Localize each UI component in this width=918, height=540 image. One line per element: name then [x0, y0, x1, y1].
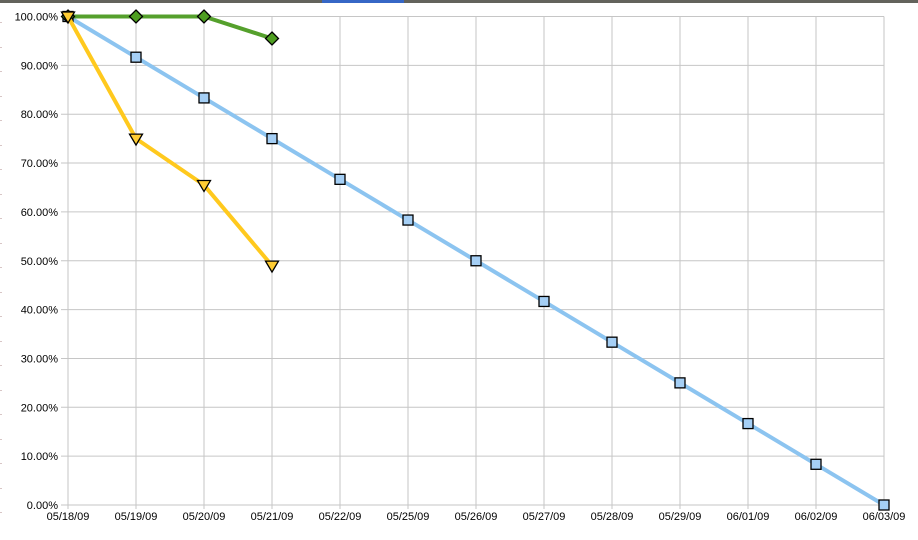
row-gridline-mark: [0, 341, 2, 342]
x-axis-tick-label: 06/01/09: [727, 511, 770, 523]
row-gridline-mark: [0, 120, 2, 121]
series-line: [66, 14, 274, 268]
x-axis-tick-label: 05/18/09: [47, 511, 90, 523]
x-axis-tick-label: 05/26/09: [455, 511, 498, 523]
row-gridline-mark: [0, 194, 2, 195]
y-axis-tick-label: 50.00%: [21, 256, 59, 268]
data-point-marker-diamond: [264, 31, 280, 46]
data-point-marker-diamond: [128, 9, 144, 24]
row-gridline-mark: [0, 71, 2, 72]
data-point-marker-square: [198, 92, 210, 104]
y-axis-tick-label: 30.00%: [21, 353, 59, 365]
row-gridline-mark: [0, 463, 2, 464]
x-axis-tick-label: 06/02/09: [795, 511, 838, 523]
y-axis-tick-label: 60.00%: [21, 207, 59, 219]
data-point-marker-square: [130, 51, 142, 63]
window-top-edge: [0, 0, 918, 3]
x-axis-tick-label: 06/03/09: [863, 511, 906, 523]
row-gridline-mark: [0, 145, 2, 146]
row-gridline-mark: [0, 169, 2, 170]
data-point-marker-diamond: [196, 9, 212, 24]
y-axis-tick-label: 40.00%: [21, 305, 59, 317]
blue-square-series-ideal-burndown: [62, 10, 890, 511]
data-point-marker-square: [606, 336, 618, 348]
data-point-marker-square: [810, 458, 822, 470]
y-axis-tick-label: 80.00%: [21, 109, 59, 121]
data-point-marker-square: [538, 295, 550, 308]
row-gridline-mark: [0, 488, 2, 489]
x-axis-tick-label: 05/22/09: [319, 511, 362, 523]
y-axis-tick-label: 0.00%: [27, 500, 58, 512]
x-axis-tick-label: 05/27/09: [523, 511, 566, 523]
spreadsheet-row-marks: [0, 0, 3, 535]
row-gridline-mark: [0, 316, 2, 317]
data-point-marker-square: [334, 173, 346, 185]
row-gridline-mark: [0, 47, 2, 48]
x-axis-tick-label: 05/28/09: [591, 511, 634, 523]
x-axis-tick-label: 05/25/09: [387, 511, 430, 523]
x-axis-tick-label: 05/21/09: [251, 511, 294, 523]
y-axis-tick-label: 10.00%: [21, 451, 59, 463]
x-axis-tick-label: 05/29/09: [659, 511, 702, 523]
data-point-marker-square: [266, 132, 278, 145]
data-point-marker-square: [878, 499, 890, 511]
row-gridline-mark: [0, 439, 2, 440]
window-top-accent-segment: [322, 0, 404, 3]
green-diamond-series: [60, 9, 280, 46]
row-gridline-mark: [0, 267, 2, 268]
data-point-marker-triangle-down: [264, 260, 280, 274]
series-line: [66, 14, 274, 41]
x-axis-tick-label: 05/19/09: [115, 511, 158, 523]
y-axis-tick-label: 90.00%: [21, 60, 59, 72]
row-gridline-mark: [0, 243, 2, 244]
data-point-marker-square: [402, 214, 414, 226]
data-point-marker-square: [674, 377, 686, 389]
data-point-marker-triangle-down: [60, 11, 76, 25]
row-gridline-mark: [0, 390, 2, 391]
row-gridline-mark: [0, 96, 2, 97]
yellow-triangle-series: [60, 11, 280, 274]
row-gridline-mark: [0, 414, 2, 415]
data-point-marker-square: [742, 417, 754, 430]
x-axis-tick-label: 05/20/09: [183, 511, 226, 523]
data-point-marker-triangle-down: [128, 133, 144, 147]
row-gridline-mark: [0, 22, 2, 23]
row-gridline-mark: [0, 292, 2, 293]
data-point-marker-triangle-down: [196, 179, 212, 193]
row-gridline-mark: [0, 365, 2, 366]
data-point-marker-square: [470, 255, 482, 267]
y-axis-tick-label: 70.00%: [21, 158, 59, 170]
row-gridline-mark: [0, 218, 2, 219]
y-axis-tick-label: 100.00%: [15, 12, 59, 24]
row-gridline-mark: [0, 512, 2, 513]
y-axis-tick-label: 20.00%: [21, 402, 59, 414]
